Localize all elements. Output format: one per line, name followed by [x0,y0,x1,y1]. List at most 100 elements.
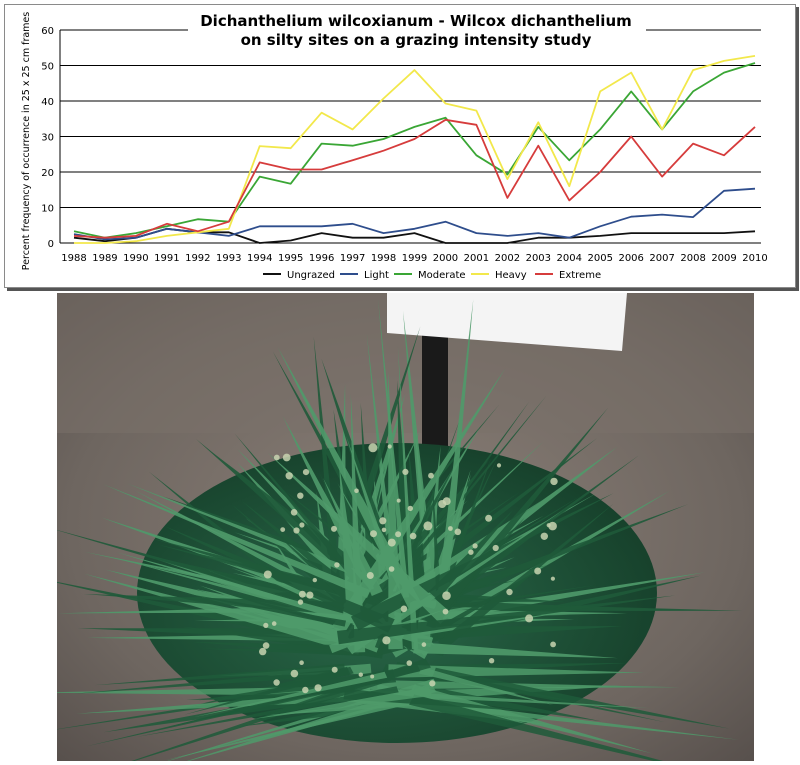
seed-head [285,472,293,480]
seed-head [302,469,310,476]
seed-head [299,522,305,528]
y-tick-label: 30 [41,133,54,144]
grass-blade [323,478,383,596]
seed-head [354,488,359,494]
seed-head [442,497,451,506]
grass-blade [251,686,432,720]
grass-blade [125,482,409,597]
series-line-ungrazed [73,227,756,244]
grass-blade [136,686,399,737]
grass-blade [409,684,653,754]
y-tick-label: 60 [41,26,54,37]
grass-blade [411,613,558,637]
x-tick-label: 1992 [185,253,210,264]
seed-head [492,544,499,552]
seed-head [442,608,449,615]
y-tick-label: 40 [41,97,54,108]
seed-head [334,562,340,568]
seed-head [409,532,417,540]
seed-head [506,588,513,596]
seed-head [271,621,277,626]
seed-head [388,566,395,572]
grass-blade [84,573,362,655]
grass-blade [397,346,419,650]
seed-head [488,658,495,664]
grass-blade [337,595,675,645]
seed-head [282,453,291,462]
grass-blade [57,530,355,618]
seed-head [293,527,300,534]
seed-head [548,521,557,531]
x-tick-labels: 1988 1989 1990 1991 1992 1993 1994 1995 1996 1997… [61,253,767,264]
grass-blade [432,626,623,640]
x-tick-label: 2005 [588,253,613,264]
chart-title: Dichanthelium wilcoxianum - Wilcox dicha… [200,12,632,30]
seed-head [540,532,548,540]
grass-blade [177,592,346,627]
x-tick-label: 2009 [711,253,736,264]
grass-blade [163,525,395,633]
seed-head [525,614,534,623]
series-line-heavy [74,55,756,244]
legend: Ungrazed Light Moderate Heavy Extreme [263,270,601,281]
series-line-moderate [73,62,756,239]
seed-head [382,636,391,645]
seed-head [546,523,551,528]
y-tick-labels: 0 10 20 30 40 50 60 [41,26,54,250]
grass-blade [263,658,431,715]
white-sign [387,293,627,351]
x-tick-label: 1996 [309,253,334,264]
grass-blade [74,668,349,694]
grass-blade [193,671,388,718]
legend-label: Extreme [559,270,601,281]
seed-head [262,642,270,649]
seed-head [273,454,280,461]
x-tick-label: 2007 [649,253,674,264]
seed-head [302,686,309,694]
seed-head [387,444,392,449]
grass-blade [418,667,554,706]
grass-blade [431,470,445,639]
grass-blades [57,298,743,761]
seed-head [263,570,272,579]
seed-head [280,527,286,532]
seed-head [396,498,401,503]
seed-head [496,463,502,468]
legend-label: Moderate [418,270,466,281]
seed-head [358,672,363,677]
seed-head [429,680,436,687]
seed-head [299,660,304,665]
grass-blade [347,509,565,655]
grass-blade [430,572,706,623]
x-tick-label: 2003 [526,253,551,264]
seed-head [395,531,402,538]
seed-head [331,525,337,532]
grass-blade [438,503,614,650]
x-tick-label: 1997 [340,253,365,264]
grass-blade [412,683,602,722]
x-tick-label: 1994 [247,253,272,264]
seed-head [534,567,542,575]
seed-heads [259,443,558,694]
y-tick-label: 20 [41,168,54,179]
seed-head [297,599,304,605]
seed-head [379,517,387,525]
grass-blade [409,694,664,761]
line-chart: Dichanthelium wilcoxianum - Wilcox dicha… [21,11,768,281]
grass-blade [115,552,434,648]
seed-head [468,549,474,555]
seed-head [448,526,453,531]
grass-blade [164,696,417,761]
grass-blade [184,666,354,715]
legend-label: Heavy [495,270,527,281]
seed-head [428,472,434,479]
chart-subtitle: on silty sites on a grazing intensity st… [241,31,592,49]
series-line-extreme [73,118,756,239]
seed-head [550,477,558,486]
y-axis-label: Percent frequency of occurrence in 25 x … [21,12,32,270]
x-tick-label: 1991 [154,253,179,264]
y-tick-label: 50 [41,62,54,73]
seed-head [402,468,409,475]
seed-head [406,660,413,666]
seed-head [298,590,306,598]
